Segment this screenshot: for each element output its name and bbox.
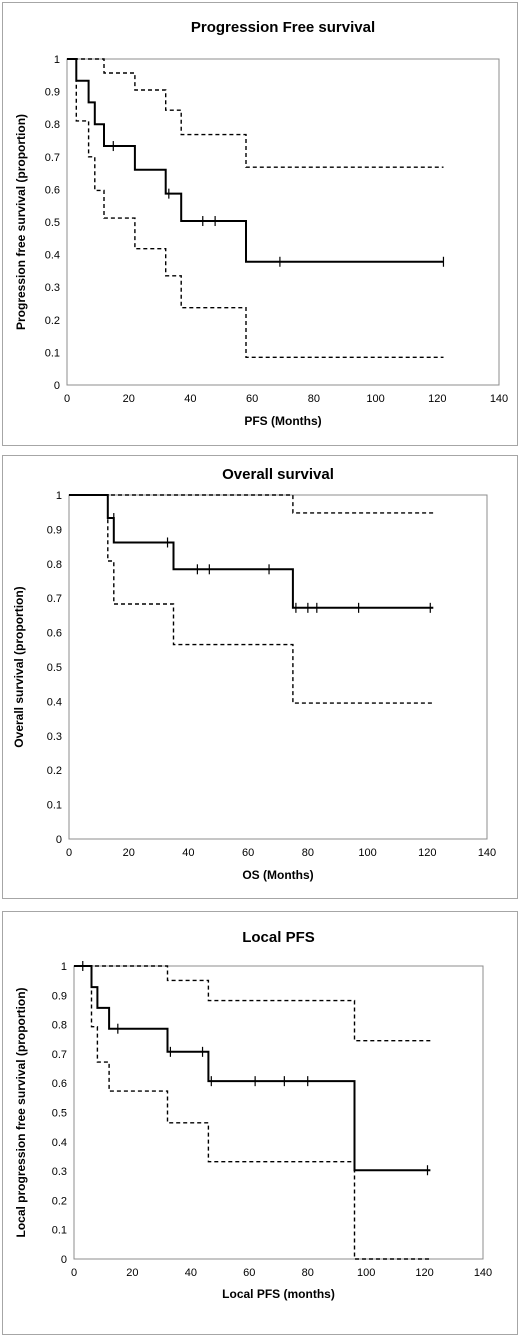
- x-tick-label: 100: [357, 1267, 375, 1279]
- survival-curve-lower-ci: [74, 965, 431, 1260]
- y-tick-label: 0.3: [52, 1166, 67, 1178]
- x-tick-label: 0: [64, 393, 70, 405]
- y-tick-label: 0: [56, 834, 62, 846]
- x-tick-label: 60: [243, 1267, 255, 1279]
- y-tick-label: 0.9: [52, 990, 67, 1002]
- y-tick-label: 0.3: [45, 282, 60, 294]
- survival-curve-upper-ci: [67, 58, 444, 168]
- x-tick-label: 140: [490, 393, 508, 405]
- y-tick-label: 0.5: [45, 217, 60, 229]
- chart-svg-local-pfs: Local PFS 0 20 40 60 80 100 120 140 0 0.1 0.2 0.3 0.4…: [14, 929, 492, 1301]
- y-tick-label: 1: [54, 54, 60, 66]
- x-axis-label: OS (Months): [242, 868, 313, 882]
- y-tick-label: 0.6: [52, 1078, 67, 1090]
- y-tick-label: 1: [56, 490, 62, 502]
- plot-area-frame: [66, 58, 500, 386]
- y-tick-label: 0: [54, 380, 60, 392]
- y-tick-label: 0.1: [47, 800, 62, 812]
- chart-panel-local-pfs: Local PFS 0 20 40 60 80 100 120 140 0 0.1 0.2 0.3 0.4…: [2, 911, 518, 1335]
- y-tick-label: 0.5: [52, 1108, 67, 1120]
- y-tick-label: 0.1: [52, 1225, 67, 1237]
- x-tick-label: 100: [366, 393, 384, 405]
- y-tick-label: 0.1: [45, 347, 60, 359]
- x-tick-label: 120: [418, 847, 436, 859]
- chart-panel-progression-free-survival: Progression Free survival 0 20 40 60 80 100 120…: [2, 2, 518, 446]
- chart-svg-overall-survival: Overall survival 0 20 40 60 80 100 120 140 0 0.1 0.…: [12, 466, 496, 882]
- x-tick-label: 60: [246, 393, 258, 405]
- y-tick-label: 0.7: [45, 152, 60, 164]
- y-axis-label: Progression free survival (proportion): [14, 114, 28, 330]
- y-tick-label: 0.7: [52, 1049, 67, 1061]
- x-tick-label: 140: [478, 847, 496, 859]
- x-tick-label: 40: [184, 393, 196, 405]
- x-tick-label: 0: [71, 1267, 77, 1279]
- y-tick-label: 0.7: [47, 593, 62, 605]
- survival-curve-upper-ci: [69, 494, 434, 514]
- chart-panel-overall-survival: Overall survival 0 20 40 60 80 100 120 140 0 0.1 0.…: [2, 455, 518, 899]
- plot-area-frame: [68, 494, 488, 840]
- x-axis-label: Local PFS (months): [222, 1287, 335, 1301]
- plot-area-frame: [73, 965, 484, 1260]
- survival-curve-estimate: [74, 965, 431, 1172]
- chart-title: Progression Free survival: [191, 19, 375, 36]
- y-tick-label: 0.8: [45, 119, 60, 131]
- x-tick-label: 140: [474, 1267, 492, 1279]
- y-tick-label: 0.4: [45, 250, 60, 262]
- y-tick-label: 0.6: [47, 628, 62, 640]
- x-tick-label: 120: [415, 1267, 433, 1279]
- x-tick-label: 20: [123, 847, 135, 859]
- x-axis-label: PFS (Months): [244, 414, 321, 428]
- x-tick-label: 80: [302, 847, 314, 859]
- x-tick-label: 100: [358, 847, 376, 859]
- y-axis-label: Local progression free survival (proport…: [14, 987, 28, 1237]
- survival-curve-lower-ci: [67, 58, 444, 358]
- x-tick-label: 20: [123, 393, 135, 405]
- survival-curve-estimate: [67, 58, 444, 263]
- y-tick-label: 1: [61, 961, 67, 973]
- chart-title: Overall survival: [222, 466, 334, 483]
- chart-title: Local PFS: [242, 929, 315, 946]
- survival-curve-estimate: [69, 494, 434, 609]
- x-tick-label: 40: [182, 847, 194, 859]
- y-tick-label: 0: [61, 1254, 67, 1266]
- y-axis-label: Overall survival (proportion): [12, 586, 26, 747]
- x-tick-label: 80: [308, 393, 320, 405]
- y-tick-label: 0.8: [47, 559, 62, 571]
- y-tick-label: 0.2: [45, 315, 60, 327]
- x-tick-label: 80: [302, 1267, 314, 1279]
- x-tick-label: 0: [66, 847, 72, 859]
- x-tick-label: 40: [185, 1267, 197, 1279]
- survival-curve-lower-ci: [69, 494, 434, 704]
- y-tick-label: 0.2: [47, 765, 62, 777]
- y-tick-label: 0.4: [47, 696, 62, 708]
- y-tick-label: 0.6: [45, 184, 60, 196]
- y-tick-label: 0.8: [52, 1020, 67, 1032]
- y-tick-label: 0.9: [47, 524, 62, 536]
- y-tick-label: 0.9: [45, 87, 60, 99]
- x-tick-label: 20: [126, 1267, 138, 1279]
- x-tick-label: 60: [242, 847, 254, 859]
- y-tick-label: 0.4: [52, 1137, 67, 1149]
- chart-svg-progression-free-survival: Progression Free survival 0 20 40 60 80 100 120…: [14, 19, 508, 428]
- y-tick-label: 0.3: [47, 731, 62, 743]
- y-tick-label: 0.2: [52, 1195, 67, 1207]
- x-tick-label: 120: [428, 393, 446, 405]
- y-tick-label: 0.5: [47, 662, 62, 674]
